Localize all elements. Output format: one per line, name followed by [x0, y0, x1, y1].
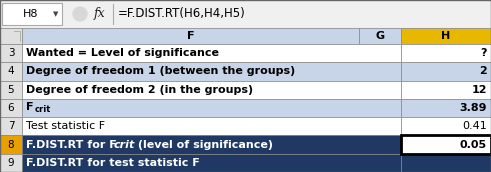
Text: 3.89: 3.89	[460, 103, 487, 113]
Bar	[0, 62, 22, 80]
Bar	[0, 44, 22, 62]
Text: H: H	[441, 31, 451, 41]
Text: F.DIST.RT for F: F.DIST.RT for F	[26, 139, 117, 150]
Bar	[22, 117, 401, 135]
Text: F: F	[26, 102, 33, 112]
Text: Degree of freedom 2 (in the groups): Degree of freedom 2 (in the groups)	[26, 85, 253, 95]
Text: 3: 3	[8, 48, 14, 58]
Text: Test statistic F: Test statistic F	[26, 121, 105, 131]
Bar	[0, 80, 22, 99]
Bar	[401, 44, 491, 62]
Text: 4: 4	[8, 66, 14, 76]
Text: Degree of freedom 1 (between the groups): Degree of freedom 1 (between the groups)	[26, 66, 295, 76]
Text: (level of significance): (level of significance)	[134, 139, 273, 150]
Bar	[401, 154, 491, 172]
Bar	[401, 135, 491, 154]
Bar	[401, 99, 491, 117]
Text: 7: 7	[8, 121, 14, 131]
Text: fx: fx	[94, 8, 106, 20]
Text: =F.DIST.RT(H6,H4,H5): =F.DIST.RT(H6,H4,H5)	[118, 8, 246, 20]
Bar	[22, 99, 401, 117]
Bar	[401, 135, 491, 154]
Text: 6: 6	[8, 103, 14, 113]
Bar	[401, 62, 491, 80]
Text: F.DIST.RT for test statistic F: F.DIST.RT for test statistic F	[26, 158, 200, 168]
Bar	[22, 80, 401, 99]
Bar	[22, 28, 359, 44]
Bar	[2, 3, 62, 25]
Text: crit: crit	[35, 105, 52, 114]
Bar	[401, 28, 491, 44]
Bar	[359, 28, 401, 44]
Text: 0.41: 0.41	[462, 121, 487, 131]
Bar	[22, 154, 401, 172]
Text: H8: H8	[23, 9, 39, 19]
Bar	[0, 154, 22, 172]
Text: ▼: ▼	[54, 11, 59, 17]
Bar	[0, 28, 22, 44]
Bar	[0, 0, 491, 28]
Text: 2: 2	[479, 66, 487, 76]
Bar	[22, 135, 401, 154]
Text: G: G	[376, 31, 384, 41]
Text: Wanted = Level of significance: Wanted = Level of significance	[26, 48, 219, 58]
Bar	[401, 117, 491, 135]
Bar	[0, 135, 22, 154]
Text: F: F	[187, 31, 194, 41]
Text: 5: 5	[8, 85, 14, 95]
Text: ?: ?	[481, 48, 487, 58]
Bar	[0, 99, 22, 117]
Bar	[401, 80, 491, 99]
Bar	[0, 117, 22, 135]
Bar	[22, 62, 401, 80]
Text: 8: 8	[8, 139, 14, 150]
Text: 0.05: 0.05	[460, 139, 487, 150]
Text: 12: 12	[471, 85, 487, 95]
Text: crit: crit	[114, 139, 136, 150]
Text: 9: 9	[8, 158, 14, 168]
Circle shape	[73, 7, 87, 21]
Bar	[22, 44, 401, 62]
